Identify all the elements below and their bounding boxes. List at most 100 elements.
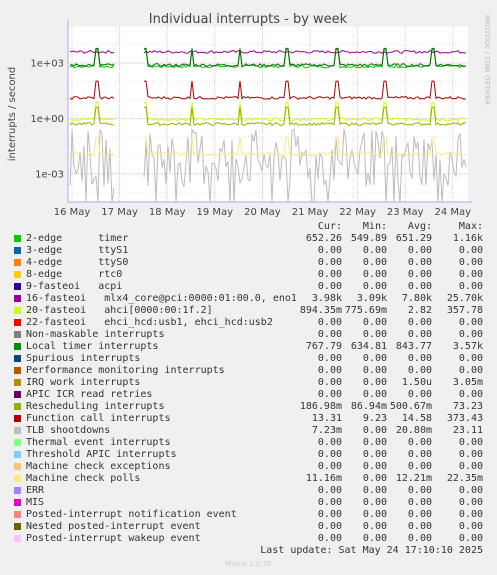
- legend-min-value: 0.00: [362, 437, 387, 448]
- legend-avg-value: 0.00: [407, 449, 432, 460]
- legend-cur-value: 767.79: [305, 341, 342, 352]
- legend-avg-value: 0.00: [407, 461, 432, 472]
- x-tick-label: 22 May: [339, 207, 376, 218]
- series-line: [69, 80, 467, 100]
- legend-swatch: [14, 319, 21, 326]
- legend-max-value: 23.11: [452, 425, 483, 436]
- legend-swatch: [14, 487, 21, 494]
- legend-avg-value: 0.00: [407, 497, 432, 508]
- legend-avg-value: 0.00: [407, 521, 432, 532]
- legend-row: Machine check polls 11.16m 0.00 12.21m 22.35…: [0, 473, 497, 485]
- series-line: [69, 102, 467, 122]
- legend-label: Performance monitoring interrupts: [26, 365, 225, 376]
- legend-row: APIC ICR read retries 0.00 0.00 0.00 0.00: [0, 389, 497, 401]
- legend-max-value: 0.00: [458, 365, 483, 376]
- legend-label: MIS: [26, 497, 45, 508]
- legend-min-value: 0.00: [362, 365, 387, 376]
- legend-label: 20-fasteoi ahci[0000:00:1f.2]: [26, 305, 213, 316]
- legend-label: Thermal event interrupts: [26, 437, 171, 448]
- legend-cur-value: 0.00: [317, 377, 342, 388]
- legend-cur-value: 0.00: [317, 389, 342, 400]
- legend-label: Local timer interrupts: [26, 341, 159, 352]
- legend-swatch: [14, 391, 21, 398]
- legend-max-value: 25.70k: [446, 293, 483, 304]
- legend: Cur: Min: Avg: Max: 2-edge timer 652.26 54…: [0, 221, 497, 545]
- legend-label: Posted-interrupt notification event: [26, 509, 237, 520]
- legend-header-max: Max:: [458, 221, 483, 232]
- legend-max-value: 0.00: [458, 269, 483, 280]
- legend-label: Rescheduling interrupts: [26, 401, 165, 412]
- legend-label: Non-maskable interrupts: [26, 329, 165, 340]
- legend-min-value: 0.00: [362, 497, 387, 508]
- legend-min-value: 775.69m: [344, 305, 387, 316]
- x-tick-label: 18 May: [149, 207, 186, 218]
- legend-min-value: 86.94m: [350, 401, 387, 412]
- legend-avg-value: 14.58: [401, 413, 432, 424]
- legend-cur-value: 0.00: [317, 281, 342, 292]
- legend-row: 4-edge ttyS0 0.00 0.00 0.00 0.00: [0, 257, 497, 269]
- legend-avg-value: 0.00: [407, 533, 432, 544]
- legend-avg-value: 0.00: [407, 257, 432, 268]
- legend-label: 22-fasteoi ehci_hcd:usb1, ehci_hcd:usb2: [26, 317, 273, 328]
- legend-header-min: Min:: [362, 221, 387, 232]
- legend-cur-value: 3.98k: [311, 293, 342, 304]
- legend-avg-value: 0.00: [407, 353, 432, 364]
- legend-cur-value: 0.00: [317, 533, 342, 544]
- legend-swatch: [14, 271, 21, 278]
- legend-cur-value: 11.16m: [305, 473, 342, 484]
- legend-swatch: [14, 523, 21, 530]
- legend-label: Spurious interrupts: [26, 353, 141, 364]
- legend-label: 16-fasteoi mlx4_core@pci:0000:01:00.0, e…: [26, 293, 297, 304]
- x-tick-label: 20 May: [244, 207, 281, 218]
- legend-row: Rescheduling interrupts 186.98m 86.94m 500.…: [0, 401, 497, 413]
- legend-cur-value: 0.00: [317, 485, 342, 496]
- legend-row: TLB shootdowns 7.23m 0.00 20.80m 23.11: [0, 425, 497, 437]
- legend-min-value: 0.00: [362, 281, 387, 292]
- legend-swatch: [14, 535, 21, 542]
- legend-max-value: 0.00: [458, 521, 483, 532]
- legend-avg-value: 12.21m: [395, 473, 432, 484]
- legend-row: 8-edge rtc0 0.00 0.00 0.00 0.00: [0, 269, 497, 281]
- axes: 1e+03 1e+00 1e-03 16 May 17 May 18 May 19 May 2…: [30, 20, 472, 218]
- legend-swatch: [14, 283, 21, 290]
- legend-min-value: 0.00: [362, 329, 387, 340]
- legend-avg-value: 843.77: [395, 341, 432, 352]
- legend-min-value: 0.00: [362, 353, 387, 364]
- legend-avg-value: 2.82: [407, 305, 432, 316]
- legend-max-value: 3.05m: [452, 377, 483, 388]
- y-tick-label: 1e+03: [30, 58, 64, 69]
- legend-max-value: 0.00: [458, 389, 483, 400]
- legend-swatch: [14, 451, 21, 458]
- legend-min-value: 0.00: [362, 449, 387, 460]
- legend-min-value: 0.00: [362, 461, 387, 472]
- legend-header: Cur: Min: Avg: Max:: [0, 221, 497, 233]
- legend-min-value: 0.00: [362, 473, 387, 484]
- legend-swatch: [14, 499, 21, 506]
- legend-max-value: 0.00: [458, 317, 483, 328]
- legend-swatch: [14, 439, 21, 446]
- legend-avg-value: 651.29: [395, 233, 432, 244]
- legend-min-value: 0.00: [362, 389, 387, 400]
- series-line: [69, 106, 467, 127]
- legend-min-value: 0.00: [362, 377, 387, 388]
- legend-cur-value: 0.00: [317, 269, 342, 280]
- legend-row: ERR 0.00 0.00 0.00 0.00: [0, 485, 497, 497]
- legend-row: Spurious interrupts 0.00 0.00 0.00 0.00: [0, 353, 497, 365]
- legend-swatch: [14, 259, 21, 266]
- legend-header-avg: Avg:: [407, 221, 432, 232]
- legend-min-value: 0.00: [362, 425, 387, 436]
- munin-version: Munin 2.0.76: [225, 560, 272, 568]
- legend-avg-value: 0.00: [407, 317, 432, 328]
- legend-min-value: 0.00: [362, 269, 387, 280]
- x-tick-label: 17 May: [101, 207, 138, 218]
- legend-avg-value: 0.00: [407, 437, 432, 448]
- series-line: [69, 127, 467, 203]
- legend-row: IRQ work interrupts 0.00 0.00 1.50u 3.05m: [0, 377, 497, 389]
- legend-rows: 2-edge timer 652.26 549.89 651.29 1.16k 3-edg…: [0, 233, 497, 545]
- legend-max-value: 0.00: [458, 245, 483, 256]
- legend-cur-value: 652.26: [305, 233, 342, 244]
- legend-max-value: 0.00: [458, 329, 483, 340]
- legend-row: Function call interrupts 13.31 9.23 14.58 37…: [0, 413, 497, 425]
- legend-row: 3-edge ttyS1 0.00 0.00 0.00 0.00: [0, 245, 497, 257]
- legend-max-value: 73.23: [452, 401, 483, 412]
